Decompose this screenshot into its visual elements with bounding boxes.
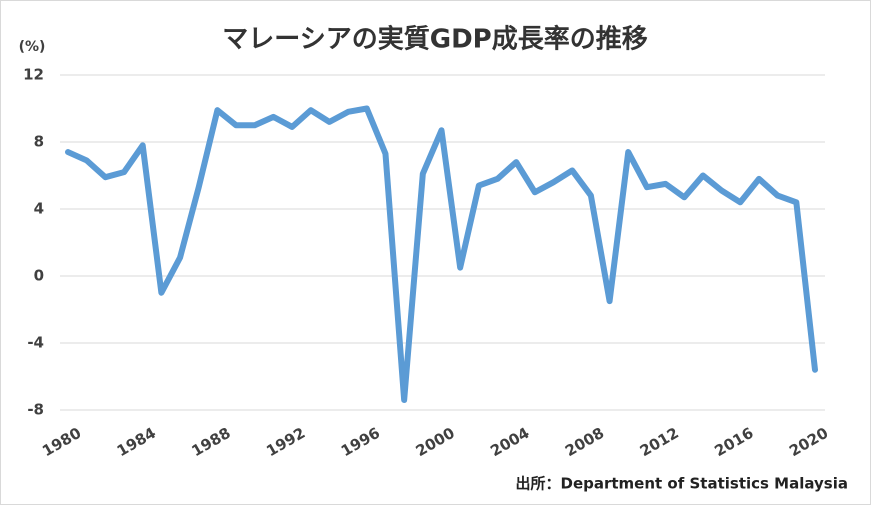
y-axis-label: (%) [19,39,46,55]
y-tick-label: 0 [34,267,44,285]
chart-title: マレーシアの実質GDP成長率の推移 [222,24,647,55]
y-tick-label: 8 [34,133,44,151]
y-tick-label: 4 [34,200,44,218]
y-tick-label: -4 [27,334,44,352]
data-line [65,105,818,403]
source-note: 出所：Department of Statistics Malaysia [516,475,849,493]
y-tick-label: 12 [23,66,44,84]
y-tick-label: -8 [27,401,44,419]
